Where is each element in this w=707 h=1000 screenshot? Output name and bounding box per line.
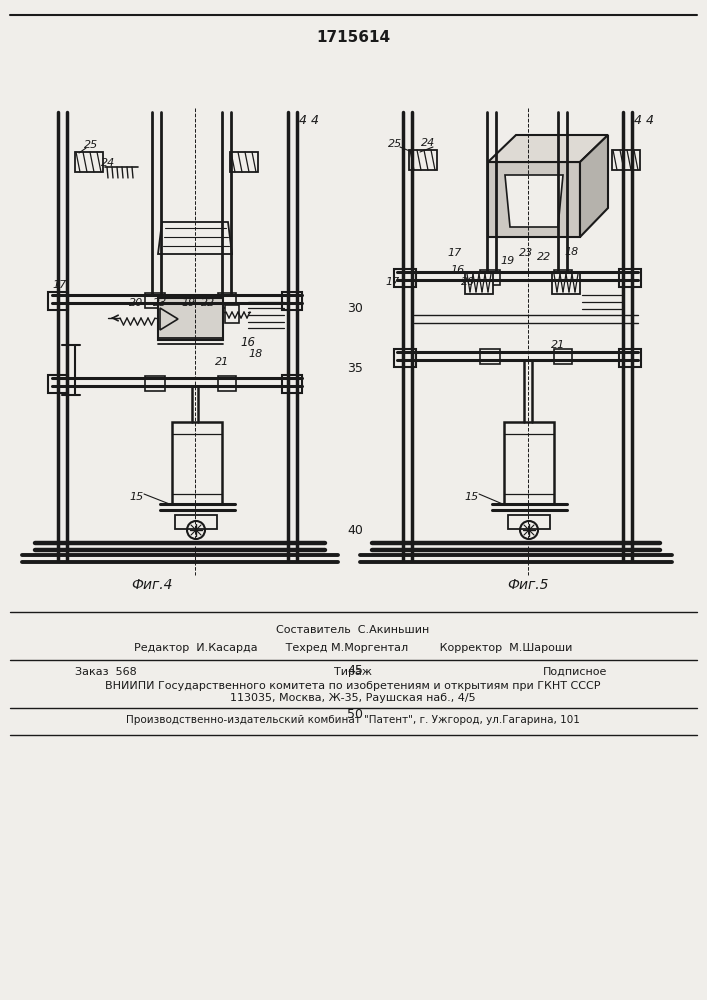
Text: Фиг.5: Фиг.5 (507, 578, 549, 592)
Text: 4: 4 (299, 113, 307, 126)
Text: 16: 16 (240, 336, 255, 349)
Text: 22: 22 (537, 252, 551, 262)
Bar (409, 150, 437, 170)
Bar (48, 375, 68, 393)
Text: 21: 21 (215, 357, 229, 367)
Text: Редактор  И.Касарда        Техред М.Моргентал         Корректор  М.Шароши: Редактор И.Касарда Техред М.Моргентал Ко… (134, 643, 572, 653)
Bar (225, 305, 239, 323)
Text: 113035, Москва, Ж-35, Раушская наб., 4/5: 113035, Москва, Ж-35, Раушская наб., 4/5 (230, 693, 476, 703)
Bar (218, 376, 236, 391)
Bar (282, 375, 302, 393)
Bar (504, 422, 554, 504)
Text: 18: 18 (249, 349, 263, 359)
Bar (480, 270, 500, 285)
Text: 22: 22 (201, 298, 215, 308)
Text: 15: 15 (465, 492, 479, 502)
Text: 19: 19 (182, 298, 196, 308)
Text: 24: 24 (421, 138, 435, 148)
Bar (75, 152, 103, 172)
Bar (508, 515, 550, 529)
Text: 25: 25 (84, 140, 98, 150)
Text: ВНИИПИ Государственного комитета по изобретениям и открытиям при ГКНТ СССР: ВНИИПИ Государственного комитета по изоб… (105, 681, 601, 691)
Bar (394, 269, 416, 287)
Bar (554, 270, 572, 285)
Text: 25: 25 (388, 139, 402, 149)
Text: 24: 24 (101, 158, 115, 168)
Bar (488, 162, 580, 237)
Text: 4: 4 (646, 113, 654, 126)
Text: 16: 16 (451, 265, 465, 275)
Bar (145, 376, 165, 391)
Bar (394, 349, 416, 367)
Text: 20: 20 (129, 298, 143, 308)
Text: 4: 4 (634, 113, 642, 126)
Text: 30: 30 (347, 302, 363, 314)
Bar (282, 292, 302, 310)
Text: 15: 15 (130, 492, 144, 502)
Text: Составитель  С.Акиньшин: Составитель С.Акиньшин (276, 625, 430, 635)
Polygon shape (488, 135, 608, 162)
Bar (480, 349, 500, 364)
Text: 21: 21 (551, 340, 565, 350)
Bar (218, 293, 236, 308)
Text: 20: 20 (461, 277, 475, 287)
Text: 50: 50 (347, 708, 363, 722)
Bar (158, 298, 223, 340)
Bar (612, 150, 640, 170)
Text: 17: 17 (448, 248, 462, 258)
Bar (172, 422, 222, 504)
Text: Заказ  568: Заказ 568 (75, 667, 136, 677)
Text: 1715614: 1715614 (316, 30, 390, 45)
Polygon shape (505, 175, 563, 227)
Bar (230, 152, 258, 172)
Text: 17: 17 (386, 277, 400, 287)
Text: 23: 23 (153, 298, 167, 308)
Text: Фиг.4: Фиг.4 (132, 578, 173, 592)
Text: 18: 18 (565, 247, 579, 257)
Bar (619, 349, 641, 367)
Text: Подписное: Подписное (543, 667, 607, 677)
Bar (465, 272, 493, 294)
Bar (619, 269, 641, 287)
Text: 40: 40 (347, 524, 363, 536)
Bar (175, 515, 217, 529)
Bar (145, 293, 165, 308)
Bar (554, 349, 572, 364)
Text: 45: 45 (347, 664, 363, 676)
Text: 4: 4 (311, 113, 319, 126)
Bar (552, 272, 580, 294)
Text: Тираж: Тираж (334, 667, 372, 677)
Text: 35: 35 (347, 361, 363, 374)
Text: 17: 17 (53, 280, 67, 290)
Polygon shape (580, 135, 608, 237)
Text: Производственно-издательский комбинат "Патент", г. Ужгород, ул.Гагарина, 101: Производственно-издательский комбинат "П… (126, 715, 580, 725)
Bar (48, 292, 68, 310)
Text: 23: 23 (519, 248, 533, 258)
Text: 19: 19 (501, 256, 515, 266)
